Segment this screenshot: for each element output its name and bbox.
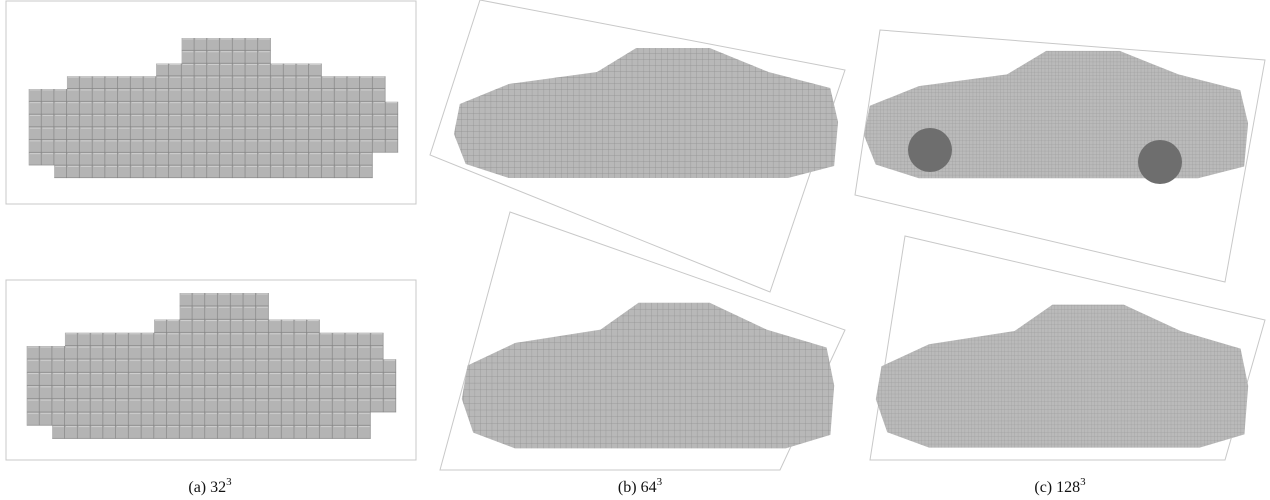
wheel <box>908 128 952 172</box>
caption-base: 64 <box>641 479 657 496</box>
caption: (b) 643 <box>618 476 663 496</box>
caption-label: (a) <box>188 479 206 496</box>
caption-label: (b) <box>618 479 637 496</box>
caption-base: 32 <box>210 479 226 496</box>
caption-label: (c) <box>1034 479 1052 496</box>
panel-a-top <box>6 1 416 204</box>
wheel <box>1138 140 1182 184</box>
figure: (a) 323 (b) 643 (c) 1283 <box>0 0 1270 500</box>
caption: (a) 323 <box>188 476 232 496</box>
panel-b-top <box>430 0 845 292</box>
caption-exponent: 3 <box>1080 476 1086 488</box>
caption-exponent: 3 <box>226 476 232 488</box>
panel-a-bottom <box>6 280 416 460</box>
caption-base: 128 <box>1056 479 1080 496</box>
caption-exponent: 3 <box>657 476 663 488</box>
caption: (c) 1283 <box>1034 476 1086 496</box>
